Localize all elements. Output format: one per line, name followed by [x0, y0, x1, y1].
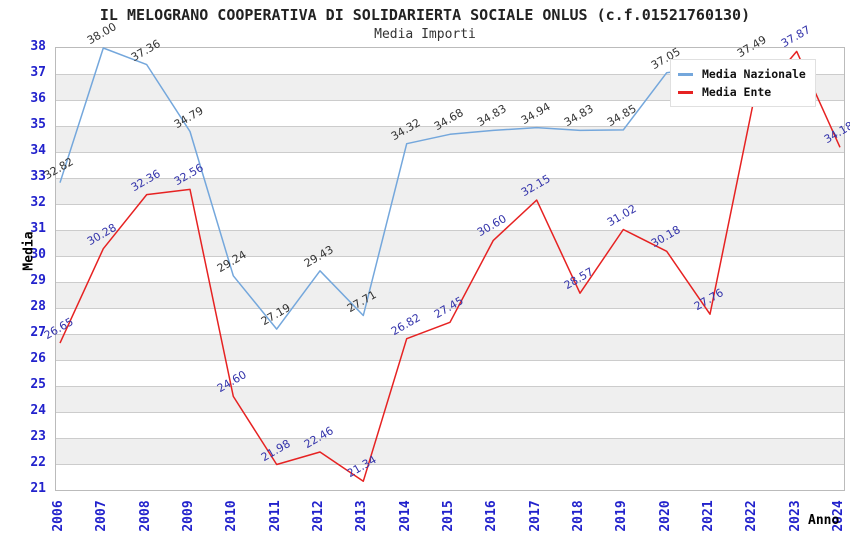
y-gridline — [56, 282, 844, 283]
y-tick-label: 24 — [30, 403, 46, 418]
y-tick-label: 22 — [30, 455, 46, 470]
y-gridline — [56, 74, 844, 75]
plot-area — [55, 47, 845, 491]
x-tick-label: 2021 — [701, 500, 716, 532]
x-tick-label: 2009 — [181, 500, 196, 532]
point-label: 38.00 — [85, 20, 119, 48]
x-tick-label: 2013 — [354, 500, 370, 532]
y-gridline — [56, 386, 844, 387]
y-tick-label: 34 — [30, 143, 46, 158]
y-axis-title: Media — [21, 231, 37, 271]
x-axis-title: Anno — [808, 513, 840, 528]
y-gridline — [56, 230, 844, 231]
ente-line-swatch-icon — [678, 90, 693, 94]
y-gridline — [56, 308, 844, 309]
x-tick-label: 2006 — [51, 500, 66, 532]
y-gridline — [56, 126, 844, 127]
y-tick-label: 31 — [30, 221, 46, 236]
x-tick-label: 2018 — [571, 500, 586, 532]
series-line-media-nazionale — [59, 47, 754, 330]
legend-item-media-ente: Media Ente — [678, 83, 806, 101]
x-tick-label: 2015 — [441, 500, 456, 532]
x-tick-label: 2007 — [94, 500, 110, 532]
y-gridline — [56, 178, 844, 179]
chart-title: IL MELOGRANO COOPERATIVA DI SOLIDARIERTA… — [99, 6, 751, 24]
x-tick-label: 2022 — [744, 500, 760, 532]
legend-label: Media Nazionale — [702, 67, 806, 81]
x-tick-label: 2012 — [311, 500, 326, 532]
x-tick-label: 2010 — [224, 500, 240, 532]
y-tick-label: 26 — [30, 351, 46, 366]
legend: Media Nazionale Media Ente — [670, 59, 816, 107]
x-tick-label: 2011 — [267, 500, 283, 532]
y-gridline — [56, 464, 844, 465]
y-gridline — [56, 334, 844, 335]
y-tick-label: 38 — [30, 39, 46, 54]
y-gridline — [56, 204, 844, 205]
y-gridline — [56, 412, 844, 413]
x-tick-label: 2023 — [787, 500, 803, 532]
x-tick-label: 2016 — [484, 500, 500, 532]
y-tick-label: 32 — [30, 195, 46, 210]
x-tick-label: 2020 — [657, 500, 673, 532]
nazionale-line-swatch-icon — [678, 72, 693, 76]
y-tick-label: 28 — [30, 299, 46, 314]
y-gridline — [56, 256, 844, 257]
x-tick-label: 2008 — [137, 500, 153, 532]
x-tick-label: 2019 — [614, 500, 630, 532]
series-lines — [59, 47, 841, 482]
x-tick-label: 2014 — [397, 500, 413, 532]
chart-subtitle: Media Importi — [374, 27, 476, 42]
y-tick-label: 30 — [30, 247, 46, 262]
y-tick-label: 29 — [30, 273, 46, 288]
y-tick-label: 33 — [30, 169, 46, 184]
y-tick-label: 37 — [30, 65, 46, 80]
y-tick-label: 35 — [30, 117, 46, 132]
legend-item-media-nazionale: Media Nazionale — [678, 65, 806, 83]
y-tick-label: 25 — [30, 377, 46, 392]
y-tick-label: 36 — [30, 91, 46, 106]
x-tick-label: 2017 — [527, 500, 543, 532]
y-tick-label: 27 — [30, 325, 46, 340]
y-gridline — [56, 100, 844, 101]
y-gridline — [56, 152, 844, 153]
y-gridline — [56, 438, 844, 439]
y-tick-label: 21 — [30, 481, 46, 496]
y-tick-label: 23 — [30, 429, 46, 444]
series-line-media-ente — [59, 50, 841, 482]
legend-label: Media Ente — [702, 85, 772, 99]
y-gridline — [56, 360, 844, 361]
